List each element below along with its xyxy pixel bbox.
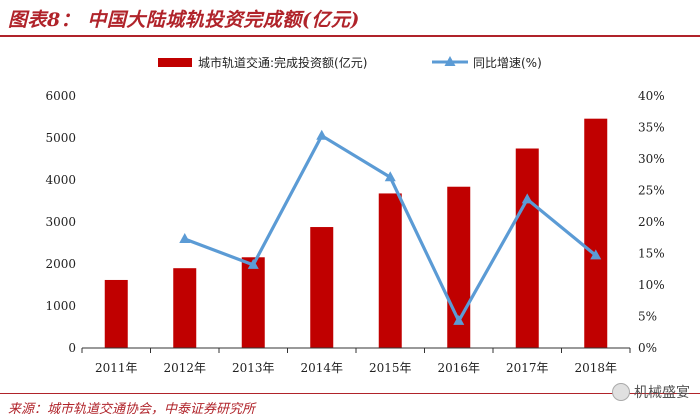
- right-axis: 0% 5% 10% 15% 20% 25% 30% 35% 40%: [638, 89, 665, 355]
- left-tick-label: 0: [68, 341, 76, 355]
- left-tick-label: 5000: [45, 131, 76, 145]
- line-point: [521, 193, 533, 204]
- bar: [241, 257, 265, 348]
- legend: 城市轨道交通:完成投资额(亿元) 同比增速(%): [158, 55, 542, 70]
- left-tick-label: 4000: [45, 173, 76, 187]
- source-note: 来源：城市轨道交通协会，中泰证券研究所: [8, 402, 256, 417]
- left-tick-label: 2000: [45, 257, 76, 271]
- bar: [584, 118, 608, 349]
- left-tick-label: 3000: [45, 215, 76, 229]
- right-tick-label: 15%: [638, 247, 665, 261]
- right-tick-label: 10%: [638, 278, 665, 292]
- x-tick-label: 2018年: [574, 361, 617, 375]
- x-tick-label: 2017年: [506, 361, 549, 375]
- legend-bar-swatch: [158, 58, 192, 67]
- left-tick-label: 1000: [45, 299, 76, 313]
- bar: [173, 268, 197, 348]
- left-axis: 0 1000 2000 3000 4000 5000 6000: [45, 89, 76, 355]
- footer-divider: [0, 393, 700, 394]
- chart: 城市轨道交通:完成投资额(亿元) 同比增速(%) 0 1000 2000 3000 400…: [45, 55, 665, 375]
- x-tick-label: 2012年: [163, 361, 206, 375]
- watermark-text: 机械盛宴: [634, 385, 690, 401]
- line-point: [384, 171, 396, 182]
- left-tick-label: 6000: [45, 89, 76, 103]
- watermark: 机械盛宴: [612, 382, 690, 402]
- chart-title: 图表8： 中国大陆城轨投资完成额(亿元): [8, 9, 360, 31]
- right-tick-label: 25%: [638, 184, 665, 198]
- line-point: [179, 233, 191, 244]
- x-tick-label: 2014年: [300, 361, 343, 375]
- right-tick-label: 40%: [638, 89, 665, 103]
- x-tick-label: 2016年: [437, 361, 480, 375]
- x-tick-label: 2011年: [95, 361, 138, 375]
- bar: [515, 148, 539, 348]
- bar: [104, 279, 128, 348]
- title-divider: [0, 35, 700, 37]
- line-point: [590, 249, 602, 260]
- right-tick-label: 35%: [638, 121, 665, 135]
- right-tick-label: 20%: [638, 215, 665, 229]
- x-tick-label: 2013年: [232, 361, 275, 375]
- legend-line-marker: [444, 56, 456, 66]
- x-tick-label: 2015年: [369, 361, 412, 375]
- bar: [378, 193, 402, 348]
- x-axis: 2011年 2012年 2013年 2014年 2015年 2016年 2017年 2018年: [81, 347, 631, 375]
- bar-series: [104, 118, 608, 349]
- line-point: [453, 314, 465, 325]
- legend-line-label: 同比增速(%): [473, 56, 542, 70]
- wechat-icon: [612, 383, 630, 401]
- line-series: [179, 129, 602, 325]
- legend-bar-label: 城市轨道交通:完成投资额(亿元): [198, 55, 367, 70]
- right-tick-label: 5%: [638, 310, 657, 324]
- line-point: [247, 258, 259, 269]
- right-tick-label: 0%: [638, 341, 657, 355]
- right-tick-label: 30%: [638, 152, 665, 166]
- title-bar: 图表8： 中国大陆城轨投资完成额(亿元): [0, 0, 700, 34]
- line-point: [316, 129, 328, 140]
- bar: [310, 227, 334, 348]
